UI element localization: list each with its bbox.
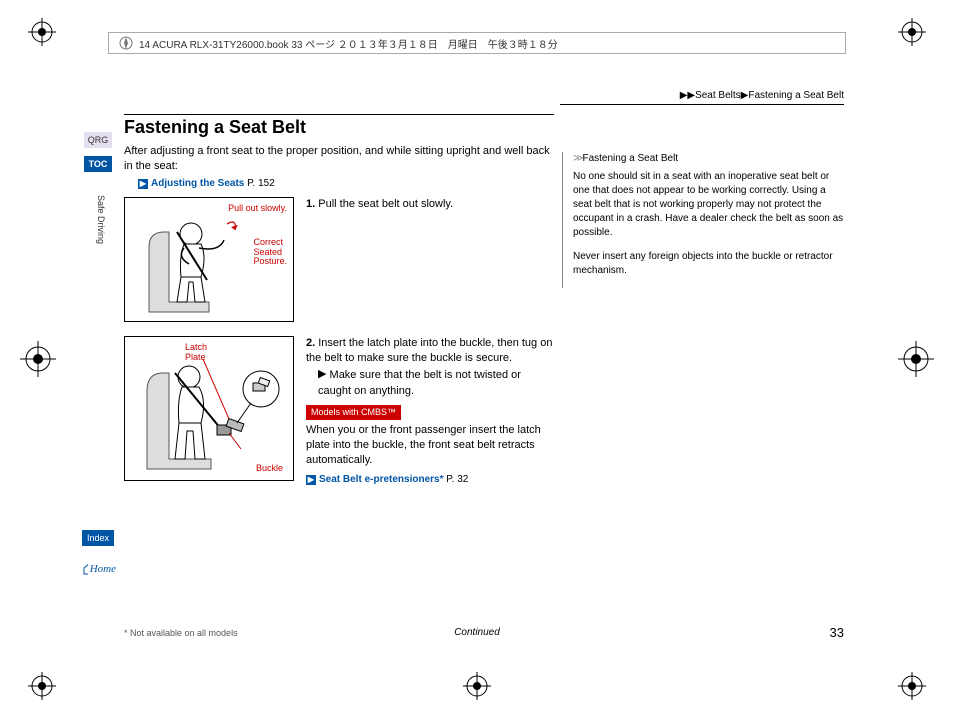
breadcrumb: ▶▶Seat Belts▶Fastening a Seat Belt xyxy=(680,90,844,101)
crop-mark-icon xyxy=(898,341,934,377)
crop-mark-icon xyxy=(20,341,56,377)
callout-posture: Correct Seated Posture. xyxy=(253,238,287,268)
tab-qrg[interactable]: QRG xyxy=(84,132,112,148)
illustration-step2: Latch Plate Buckle xyxy=(124,336,294,481)
step2-text3: When you or the front passenger insert t… xyxy=(306,423,554,469)
continued-label: Continued xyxy=(0,627,954,638)
callout-pull-out: Pull out slowly. xyxy=(228,204,287,214)
sidebar-heading: ≫Fastening a Seat Belt xyxy=(573,152,844,166)
crop-mark-icon xyxy=(28,18,56,46)
sidebar-notes: ≫Fastening a Seat Belt No one should sit… xyxy=(562,152,844,288)
link-adjusting-seats[interactable]: ▶Adjusting the Seats P. 152 xyxy=(138,178,554,189)
step-number: 2. xyxy=(306,337,315,349)
step-number: 1. xyxy=(306,198,315,210)
page-title: Fastening a Seat Belt xyxy=(124,117,554,138)
sidebar-p2: Never insert any foreign objects into th… xyxy=(573,250,844,278)
page-number: 33 xyxy=(830,625,844,640)
tab-index[interactable]: Index xyxy=(82,530,114,546)
section-label-safe-driving: Safe Driving xyxy=(96,195,106,244)
home-button[interactable]: Home xyxy=(82,558,116,580)
sidebar-p1: No one should sit in a seat with an inop… xyxy=(573,170,844,240)
crop-mark-icon xyxy=(898,672,926,700)
crop-mark-icon xyxy=(28,672,56,700)
link-epretensioners[interactable]: ▶Seat Belt e-pretensioners* P. 32 xyxy=(306,473,554,487)
callout-latch-plate: Latch Plate xyxy=(185,343,207,363)
callout-buckle: Buckle xyxy=(256,464,283,474)
crop-mark-icon xyxy=(898,18,926,46)
bullet-arrow-icon: ▶ xyxy=(318,367,326,382)
file-header: 14 ACURA RLX-31TY26000.book 33 ページ ２０１３年… xyxy=(108,32,846,54)
crop-mark-icon xyxy=(463,672,491,700)
intro-text: After adjusting a front seat to the prop… xyxy=(124,144,554,174)
step1-text: Pull the seat belt out slowly. xyxy=(318,198,453,210)
tab-toc[interactable]: TOC xyxy=(84,156,112,172)
title-rule xyxy=(124,114,554,115)
model-tag: Models with CMBS™ xyxy=(306,405,401,420)
file-info-text: 14 ACURA RLX-31TY26000.book 33 ページ ２０１３年… xyxy=(139,36,558,51)
breadcrumb-rule xyxy=(560,104,844,105)
illustration-step1: Pull out slowly. Correct Seated Posture. xyxy=(124,197,294,322)
step2-text1: Insert the latch plate into the buckle, … xyxy=(306,337,552,364)
step2-text2: Make sure that the belt is not twisted o… xyxy=(318,369,521,396)
